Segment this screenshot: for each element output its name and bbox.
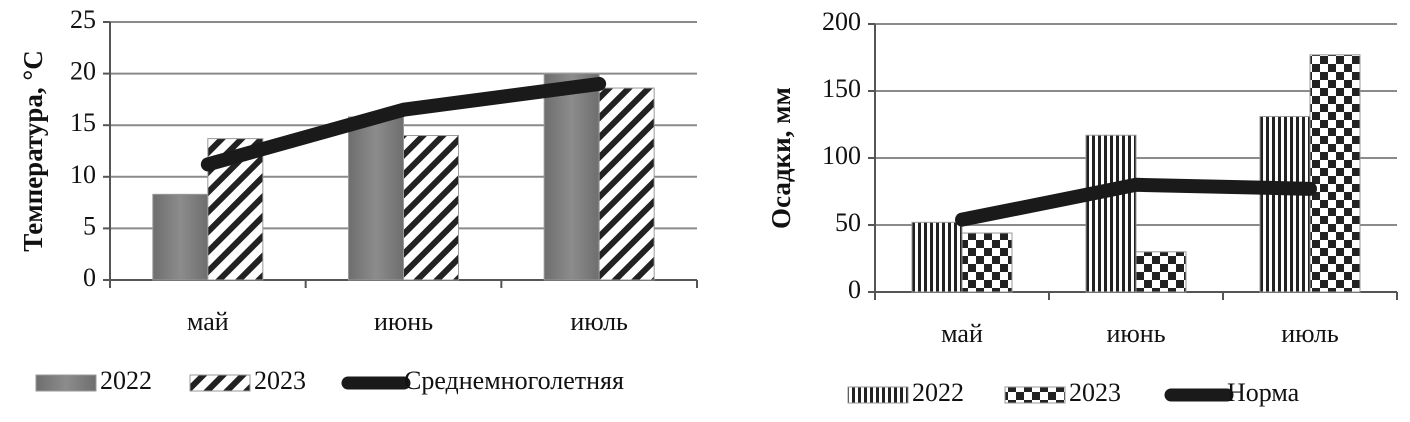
y-tick-label: 150 [822, 74, 861, 103]
bar [1135, 251, 1187, 293]
axis-title: Температура, °C [18, 50, 48, 251]
bar [1085, 134, 1137, 293]
legend-label: 2023 [254, 366, 306, 395]
axis-title: Осадки, мм [766, 87, 796, 229]
legend-label: 2022 [912, 378, 964, 407]
x-tick-label: май [941, 319, 983, 348]
x-tick-label: июнь [1106, 319, 1165, 348]
bar [1259, 115, 1311, 293]
line [200, 76, 607, 172]
x-tick-label: июль [1281, 319, 1339, 348]
y-tick-label: 25 [70, 5, 96, 34]
bar [1309, 54, 1361, 293]
y-tick-label: 10 [70, 160, 96, 189]
legend-label: 2023 [1069, 378, 1121, 407]
bar [543, 73, 600, 281]
bar [403, 135, 459, 281]
legend-swatch [189, 374, 251, 392]
y-tick-label: 0 [848, 275, 861, 304]
line [955, 177, 1317, 227]
y-tick-label: 15 [70, 108, 96, 137]
legend-label: Среднемноголетняя [404, 366, 624, 395]
y-tick-label: 100 [822, 141, 861, 170]
bar [348, 116, 404, 281]
bar [152, 193, 209, 281]
y-tick-label: 0 [83, 263, 96, 292]
bar [911, 221, 963, 293]
x-tick-label: июль [570, 307, 628, 336]
x-tick-label: май [187, 307, 229, 336]
y-tick-label: 200 [822, 7, 861, 36]
y-tick-label: 5 [83, 211, 96, 240]
bar [961, 232, 1013, 293]
legend-swatch [847, 386, 909, 404]
x-tick-label: июнь [374, 307, 433, 336]
legend-swatch [35, 374, 97, 392]
y-tick-label: 50 [835, 208, 861, 237]
bar [598, 87, 655, 281]
legend-label: Норма [1227, 378, 1300, 407]
legend-label: 2022 [100, 366, 152, 395]
legend-swatch [1004, 386, 1066, 404]
y-tick-label: 20 [70, 57, 96, 86]
